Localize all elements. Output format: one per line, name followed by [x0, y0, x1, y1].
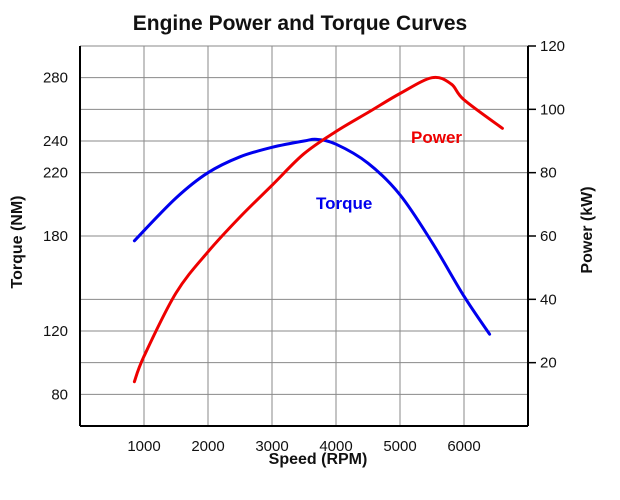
y-tick-label: 220: [43, 165, 68, 182]
y2-tick-label: 80: [540, 165, 557, 182]
tick-labels: 1000 2000 3000 4000 5000 6000 80 120 180 220 240 28…: [43, 38, 565, 455]
chart-title: Engine Power and Torque Curves: [133, 12, 468, 35]
y-tick-label: 80: [51, 386, 68, 403]
torque-series-label: Torque: [316, 194, 372, 213]
y2-tick-label: 20: [540, 355, 557, 372]
y2-tick-label: 100: [540, 101, 565, 118]
x-tick-label: 6000: [447, 438, 480, 455]
y2-tick-label: 120: [540, 38, 565, 55]
power-curve: [132, 75, 504, 384]
x-tick-label: 3000: [255, 438, 288, 455]
y2-tick-label: 60: [540, 228, 557, 245]
y-axis-title: Torque (NM): [9, 195, 26, 288]
y-tick-label: 120: [43, 323, 68, 340]
x-tick-label: 2000: [191, 438, 224, 455]
y-tick-label: 280: [43, 70, 68, 87]
torque-curve: [132, 137, 492, 336]
series-layer: [132, 75, 504, 384]
y-tick-label: 240: [43, 133, 68, 150]
x-axis-title: Speed (RPM): [269, 451, 368, 468]
y-tick-label: 180: [43, 228, 68, 245]
plot-grid: [80, 45, 528, 426]
x-tick-label: 4000: [319, 438, 352, 455]
x-tick-label: 1000: [127, 438, 160, 455]
y2-tick-label: 40: [540, 291, 557, 308]
x-tick-label: 5000: [383, 438, 416, 455]
power-series-label: Power: [411, 128, 462, 147]
y2-axis-title: Power (kW): [579, 186, 596, 273]
